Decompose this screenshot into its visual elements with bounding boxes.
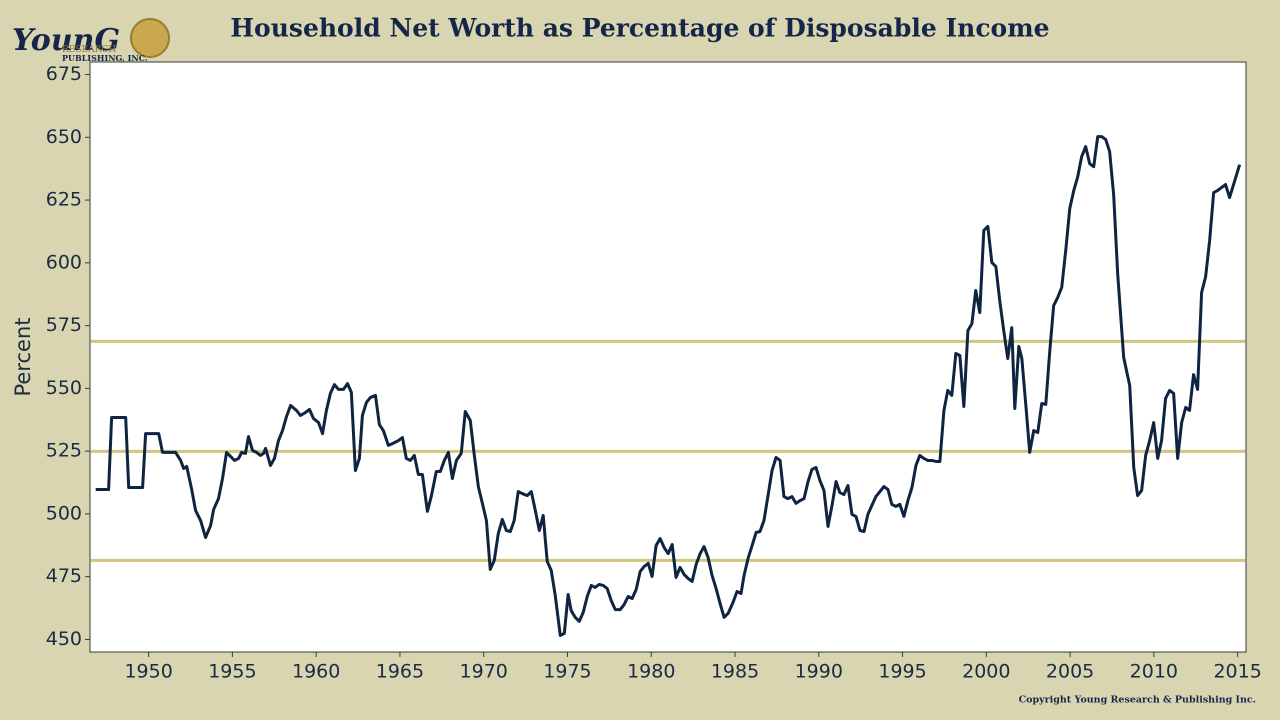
copyright: Copyright Young Research & Publishing In…: [1019, 695, 1256, 706]
x-tick-label: 1995: [878, 661, 926, 683]
plot-area: [89, 61, 1247, 653]
x-tick-label: 2005: [1046, 661, 1094, 683]
x-tick-label: 2000: [962, 661, 1010, 683]
y-tick-label: 500: [46, 502, 82, 524]
x-tick-label: 2015: [1213, 661, 1261, 683]
x-tick-label: 1985: [711, 661, 759, 683]
x-tick-label: 1955: [208, 661, 256, 683]
x-tick-label: 1980: [627, 661, 675, 683]
y-tick-label: 675: [46, 63, 82, 85]
chart-title: Household Net Worth as Percentage of Dis…: [230, 14, 1049, 43]
logo-line2: PUBLISHING, INC.: [62, 53, 148, 63]
x-tick-label: 1965: [376, 661, 424, 683]
y-tick-label: 650: [46, 126, 82, 148]
x-tick-label: 1960: [292, 661, 340, 683]
y-tick-label: 525: [46, 440, 82, 462]
data-line: [95, 135, 1242, 637]
logo-name: YounG: [12, 23, 120, 58]
logo-line1: RESEARCH: [62, 45, 116, 55]
y-tick-label: 450: [46, 628, 82, 650]
y-tick-label: 475: [46, 565, 82, 587]
x-tick-label: 1970: [460, 661, 508, 683]
logo-globe: [130, 18, 170, 58]
y-tick-label: 600: [46, 251, 82, 273]
y-tick-label: 625: [46, 189, 82, 211]
x-tick-label: 2010: [1130, 661, 1178, 683]
x-tick-label: 1975: [543, 661, 591, 683]
x-tick-label: 1990: [795, 661, 843, 683]
y-tick-label: 575: [46, 314, 82, 336]
x-tick-label: 1950: [124, 661, 172, 683]
y-axis-label: Percent: [11, 317, 35, 396]
y-tick-label: 550: [46, 377, 82, 399]
logo: YounG RESEARCH PUBLISHING, INC.: [12, 18, 170, 63]
